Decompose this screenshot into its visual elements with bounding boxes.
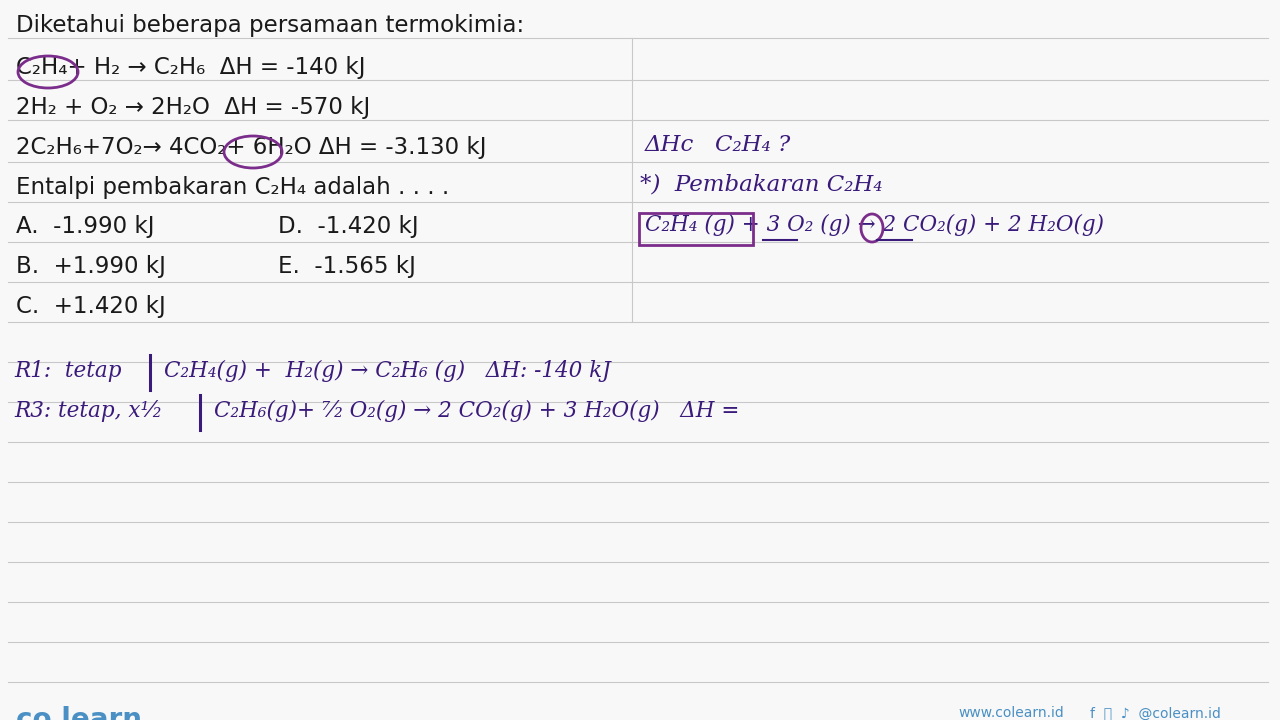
Text: C₂H₄+ H₂ → C₂H₆  ΔH = -140 kJ: C₂H₄+ H₂ → C₂H₆ ΔH = -140 kJ [15,56,366,79]
Text: D.  -1.420 kJ: D. -1.420 kJ [278,215,419,238]
Text: co learn: co learn [15,706,142,720]
Text: R3: tetap, x¹⁄₂: R3: tetap, x¹⁄₂ [14,400,161,422]
Text: Entalpi pembakaran C₂H₄ adalah . . . .: Entalpi pembakaran C₂H₄ adalah . . . . [15,176,449,199]
Text: 2H₂ + O₂ → 2H₂O  ΔH = -570 kJ: 2H₂ + O₂ → 2H₂O ΔH = -570 kJ [15,96,370,119]
Text: *)  Pembakaran C₂H₄: *) Pembakaran C₂H₄ [640,174,882,196]
Text: ΔHc   C₂H₄ ?: ΔHc C₂H₄ ? [645,134,791,156]
Text: Diketahui beberapa persamaan termokimia:: Diketahui beberapa persamaan termokimia: [15,14,524,37]
Text: 2C₂H₆+7O₂→ 4CO₂+ 6H₂O ΔH = -3.130 kJ: 2C₂H₆+7O₂→ 4CO₂+ 6H₂O ΔH = -3.130 kJ [15,136,486,159]
Text: C.  +1.420 kJ: C. +1.420 kJ [15,295,165,318]
Text: B.  +1.990 kJ: B. +1.990 kJ [15,255,166,278]
Text: E.  -1.565 kJ: E. -1.565 kJ [278,255,416,278]
Text: www.colearn.id: www.colearn.id [957,706,1064,720]
Text: f  Ⓞ  ♪  @colearn.id: f Ⓞ ♪ @colearn.id [1091,706,1221,720]
Text: C₂H₄ (g) + 3 O₂ (g) → 2 CO₂(g) + 2 H₂O(g): C₂H₄ (g) + 3 O₂ (g) → 2 CO₂(g) + 2 H₂O(g… [645,214,1103,236]
Text: A.  -1.990 kJ: A. -1.990 kJ [15,215,155,238]
Text: R1:  tetap: R1: tetap [14,360,122,382]
Text: C₂H₄(g) +  H₂(g) → C₂H₆ (g)   ΔH: -140 kJ: C₂H₄(g) + H₂(g) → C₂H₆ (g) ΔH: -140 kJ [164,360,611,382]
Text: C₂H₆(g)+ ⁷⁄₂ O₂(g) → 2 CO₂(g) + 3 H₂O(g)   ΔH =: C₂H₆(g)+ ⁷⁄₂ O₂(g) → 2 CO₂(g) + 3 H₂O(g)… [214,400,740,422]
